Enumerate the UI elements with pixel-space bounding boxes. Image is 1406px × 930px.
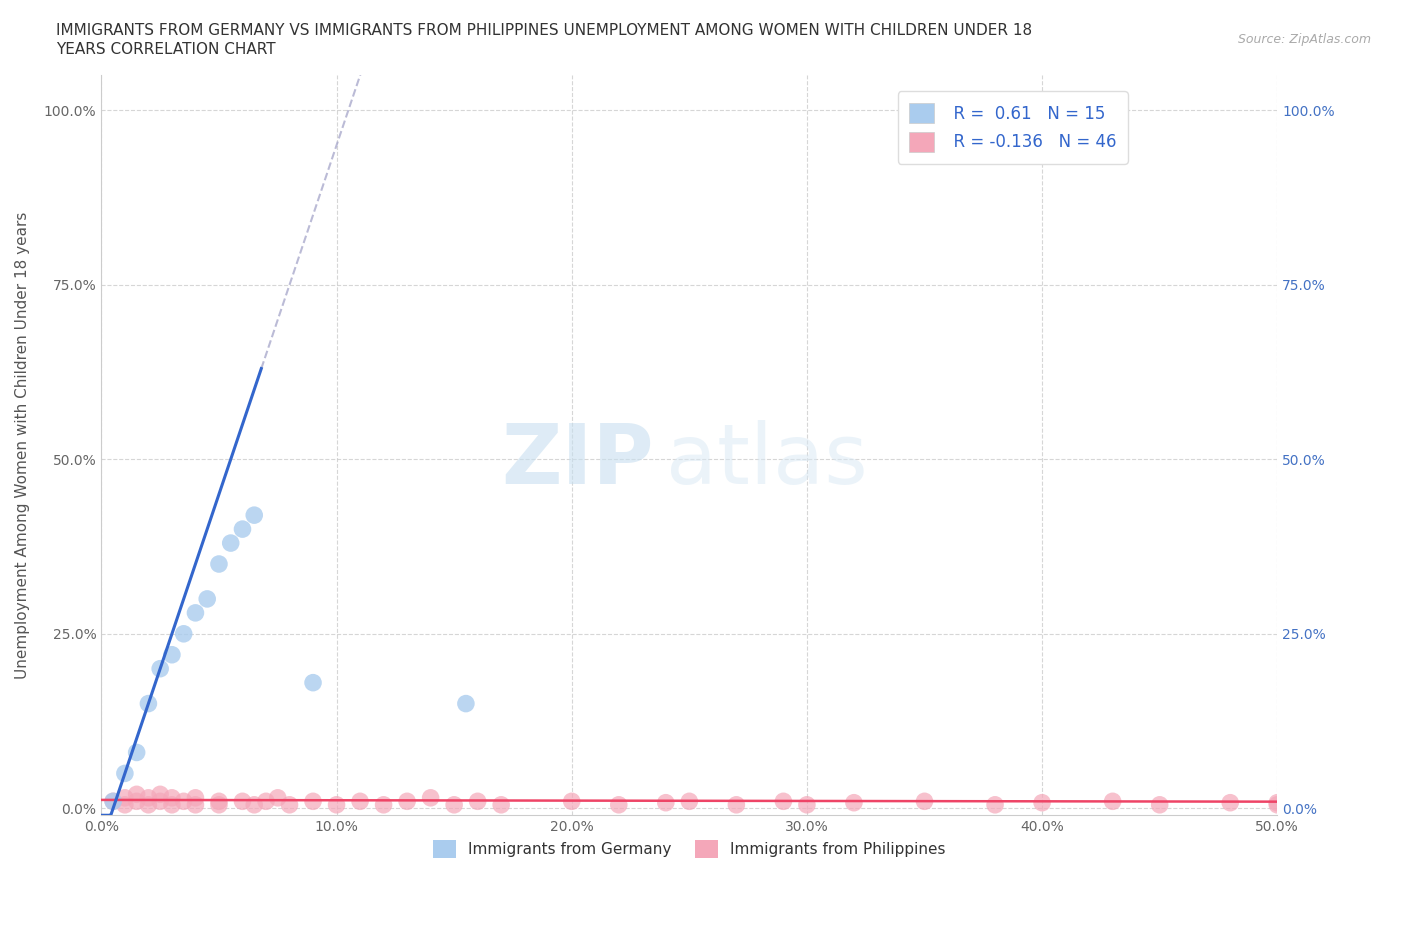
Point xyxy=(125,787,148,802)
Point xyxy=(914,794,936,809)
Point xyxy=(208,794,231,809)
Point xyxy=(125,745,148,760)
Point xyxy=(243,797,266,812)
Point xyxy=(101,794,124,809)
Point xyxy=(138,697,160,711)
Point xyxy=(302,794,325,809)
Point xyxy=(1101,794,1123,809)
Point xyxy=(208,797,231,812)
Point xyxy=(149,661,172,676)
Point xyxy=(195,591,218,606)
Point xyxy=(160,797,183,812)
Point xyxy=(149,787,172,802)
Point xyxy=(267,790,290,805)
Y-axis label: Unemployment Among Women with Children Under 18 years: Unemployment Among Women with Children U… xyxy=(15,212,30,679)
Point xyxy=(114,766,136,781)
Point xyxy=(1031,795,1053,810)
Text: YEARS CORRELATION CHART: YEARS CORRELATION CHART xyxy=(56,42,276,57)
Point xyxy=(561,794,583,809)
Point xyxy=(655,795,678,810)
Point xyxy=(842,795,865,810)
Point xyxy=(454,697,477,711)
Point xyxy=(125,794,148,809)
Point xyxy=(325,797,347,812)
Point xyxy=(725,797,748,812)
Point xyxy=(219,536,242,551)
Text: Source: ZipAtlas.com: Source: ZipAtlas.com xyxy=(1237,33,1371,46)
Point xyxy=(243,508,266,523)
Text: atlas: atlas xyxy=(666,419,868,500)
Point xyxy=(796,797,818,812)
Point xyxy=(373,797,395,812)
Point xyxy=(302,675,325,690)
Legend: Immigrants from Germany, Immigrants from Philippines: Immigrants from Germany, Immigrants from… xyxy=(420,828,957,870)
Point xyxy=(101,794,124,809)
Point xyxy=(772,794,794,809)
Point xyxy=(184,790,207,805)
Point xyxy=(160,790,183,805)
Point xyxy=(160,647,183,662)
Point xyxy=(184,605,207,620)
Point xyxy=(138,790,160,805)
Point xyxy=(149,794,172,809)
Point xyxy=(467,794,489,809)
Point xyxy=(254,794,277,809)
Point xyxy=(231,522,253,537)
Point xyxy=(114,797,136,812)
Point xyxy=(1265,795,1288,810)
Point xyxy=(231,794,253,809)
Point xyxy=(607,797,630,812)
Point xyxy=(678,794,700,809)
Point xyxy=(396,794,419,809)
Text: IMMIGRANTS FROM GERMANY VS IMMIGRANTS FROM PHILIPPINES UNEMPLOYMENT AMONG WOMEN : IMMIGRANTS FROM GERMANY VS IMMIGRANTS FR… xyxy=(56,23,1032,38)
Point xyxy=(138,797,160,812)
Point xyxy=(278,797,301,812)
Point xyxy=(1219,795,1241,810)
Point xyxy=(349,794,371,809)
Point xyxy=(1265,797,1288,812)
Point xyxy=(208,556,231,571)
Point xyxy=(1149,797,1171,812)
Point xyxy=(173,627,195,642)
Point xyxy=(443,797,465,812)
Point xyxy=(114,790,136,805)
Point xyxy=(173,794,195,809)
Text: ZIP: ZIP xyxy=(502,419,654,500)
Point xyxy=(984,797,1007,812)
Point xyxy=(419,790,441,805)
Point xyxy=(489,797,512,812)
Point xyxy=(184,797,207,812)
